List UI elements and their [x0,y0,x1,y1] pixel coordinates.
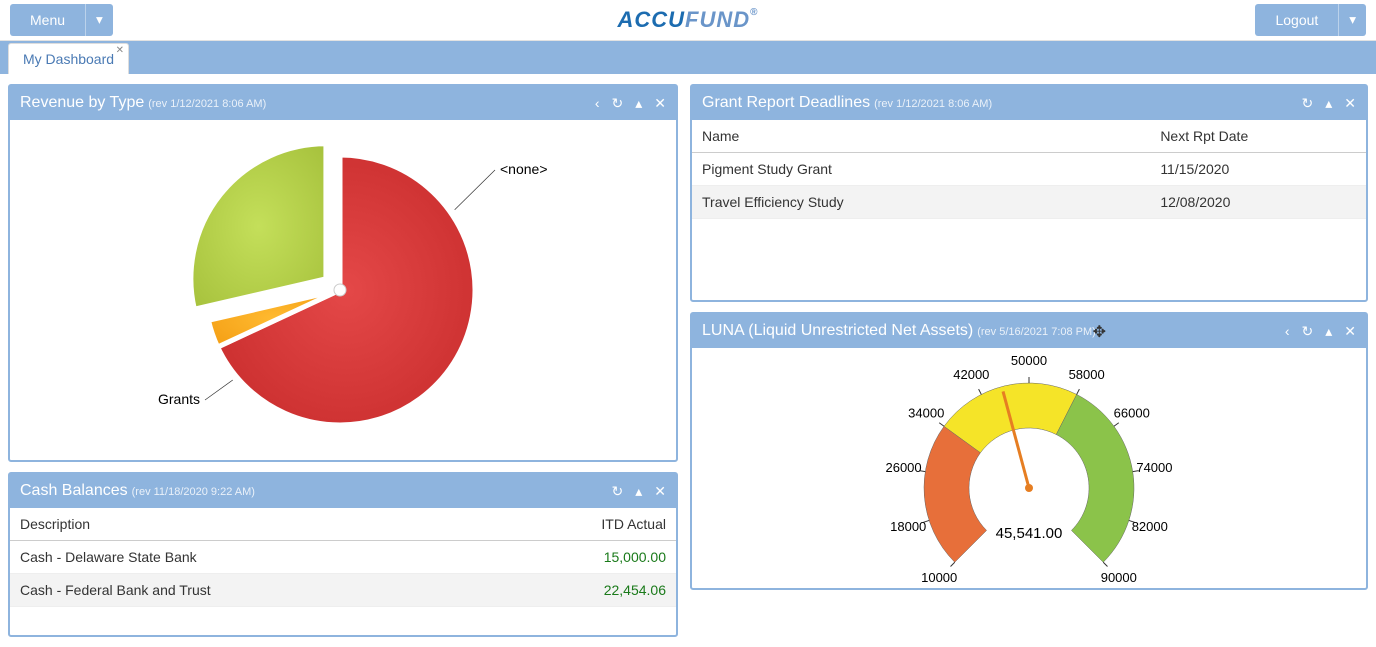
close-icon[interactable]: ✕ [654,95,666,112]
panel-header: Grant Report Deadlines (rev 1/12/2021 8:… [692,86,1366,120]
refresh-icon[interactable]: ↻ [1302,95,1314,112]
column-right: Grant Report Deadlines (rev 1/12/2021 8:… [690,84,1368,637]
svg-text:26000: 26000 [885,460,921,475]
svg-text:18000: 18000 [890,519,926,534]
col-description[interactable]: Description [10,508,353,541]
logo-registered: ® [750,7,758,18]
panel-header: Cash Balances (rev 11/18/2020 9:22 AM) ↻… [10,474,676,508]
table-row[interactable]: Travel Efficiency Study12/08/2020 [692,186,1366,219]
tab-label: My Dashboard [23,51,114,67]
gauge-svg: 10000 18000 26000 34000 42000 50000 58000 66000… [699,348,1359,588]
panel-title: LUNA (Liquid Unrestricted Net Assets) [702,322,973,340]
collapse-icon[interactable]: ▴ [635,95,642,112]
move-icon: ✥ [1093,322,1106,342]
logo-fund: FUND [685,7,750,32]
pie-chart: <none> Grants [10,120,676,460]
cell-description: Cash - Federal Bank and Trust [10,574,489,607]
svg-text:34000: 34000 [908,405,944,420]
collapse-icon[interactable]: ▴ [1325,95,1332,112]
cash-table: Description ITD Actual [10,508,676,541]
panel-cash-balances: Cash Balances (rev 11/18/2020 9:22 AM) ↻… [8,472,678,637]
table-row[interactable]: Cash - Delaware State Bank15,000.00 [10,541,676,574]
svg-text:45,541.00: 45,541.00 [996,525,1063,542]
column-left: Revenue by Type (rev 1/12/2021 8:06 AM) … [8,84,678,637]
refresh-icon[interactable]: ↻ [612,483,624,500]
panel-tools: ‹ ↻ ▴ ✕ [595,95,666,112]
panel-subtitle: (rev 5/16/2021 7:08 PM) [977,326,1096,338]
top-bar: Menu ▾ ACCUFUND® Logout ▾ [0,0,1376,40]
col-next-rpt-date[interactable]: Next Rpt Date [1150,120,1366,153]
logout-dropdown-button[interactable]: ▾ [1338,4,1366,36]
cell-name: Travel Efficiency Study [692,186,1150,219]
tab-bar: My Dashboard ✕ [0,40,1376,74]
panel-luna: LUNA (Liquid Unrestricted Net Assets) (r… [690,312,1368,590]
menu-button-group: Menu ▾ [10,4,113,36]
col-itd-actual[interactable]: ITD Actual [353,508,676,541]
grants-table: Name Next Rpt Date Pigment Study Grant11… [692,120,1366,219]
cash-scroll[interactable]: Cash - Delaware State Bank15,000.00Cash … [10,541,676,635]
close-icon[interactable]: ✕ [1344,323,1356,340]
prev-icon[interactable]: ‹ [595,95,600,112]
table-row[interactable]: Cash - Federal Bank and Trust22,454.06 [10,574,676,607]
svg-text:90000: 90000 [1101,570,1137,585]
svg-text:50000: 50000 [1011,353,1047,368]
logout-button[interactable]: Logout [1255,4,1338,36]
panel-header: Revenue by Type (rev 1/12/2021 8:06 AM) … [10,86,676,120]
panel-title: Revenue by Type [20,94,144,112]
close-icon[interactable]: ✕ [654,483,666,500]
svg-text:42000: 42000 [953,367,989,382]
svg-text:58000: 58000 [1069,367,1105,382]
tab-dashboard[interactable]: My Dashboard ✕ [8,43,129,74]
panel-title: Cash Balances [20,482,128,500]
cell-date: 11/15/2020 [1150,153,1366,186]
panel-revenue-by-type: Revenue by Type (rev 1/12/2021 8:06 AM) … [8,84,678,462]
cash-table-wrap: Description ITD Actual Cash - Delaware S… [10,508,676,635]
panel-grant-deadlines: Grant Report Deadlines (rev 1/12/2021 8:… [690,84,1368,302]
col-name[interactable]: Name [692,120,1150,153]
chevron-down-icon: ▾ [1349,12,1356,27]
collapse-icon[interactable]: ▴ [635,483,642,500]
panel-tools: ↻ ▴ ✕ [1302,95,1357,112]
table-row[interactable]: Pigment Study Grant11/15/2020 [692,153,1366,186]
prev-icon[interactable]: ‹ [1285,323,1290,340]
cell-name: Pigment Study Grant [692,153,1150,186]
close-icon[interactable]: ✕ [116,45,124,56]
collapse-icon[interactable]: ▴ [1325,323,1332,340]
cell-value: 15,000.00 [489,541,676,574]
panel-title: Grant Report Deadlines [702,94,870,112]
grants-table-wrap: Name Next Rpt Date Pigment Study Grant11… [692,120,1366,300]
logo: ACCUFUND® [617,7,758,33]
gauge-chart: 10000 18000 26000 34000 42000 50000 58000 66000… [692,348,1366,588]
svg-text:<none>: <none> [500,161,548,177]
panel-tools: ↻ ▴ ✕ [612,483,667,500]
logo-accu: ACCU [617,7,685,32]
panel-subtitle: (rev 1/12/2021 8:06 AM) [148,98,266,110]
menu-button[interactable]: Menu [10,4,85,36]
cell-value: 22,454.06 [489,574,676,607]
refresh-icon[interactable]: ↻ [612,95,624,112]
pie-svg: <none> Grants [10,120,670,460]
panel-subtitle: (rev 1/12/2021 8:06 AM) [874,98,992,110]
dashboard-area: Revenue by Type (rev 1/12/2021 8:06 AM) … [0,74,1376,647]
svg-text:10000: 10000 [921,570,957,585]
cell-date: 12/08/2020 [1150,186,1366,219]
panel-header: LUNA (Liquid Unrestricted Net Assets) (r… [692,314,1366,348]
svg-text:82000: 82000 [1132,519,1168,534]
cell-description: Cash - Delaware State Bank [10,541,489,574]
menu-dropdown-button[interactable]: ▾ [85,4,113,36]
panel-tools: ‹ ↻ ▴ ✕ [1285,323,1356,340]
svg-text:66000: 66000 [1114,405,1150,420]
cash-rows: Cash - Delaware State Bank15,000.00Cash … [10,541,676,607]
svg-text:Grants: Grants [158,391,200,407]
close-icon[interactable]: ✕ [1344,95,1356,112]
logout-button-group: Logout ▾ [1255,4,1366,36]
svg-text:74000: 74000 [1136,460,1172,475]
chevron-down-icon: ▾ [96,12,103,27]
refresh-icon[interactable]: ↻ [1302,323,1314,340]
panel-subtitle: (rev 11/18/2020 9:22 AM) [132,486,255,498]
